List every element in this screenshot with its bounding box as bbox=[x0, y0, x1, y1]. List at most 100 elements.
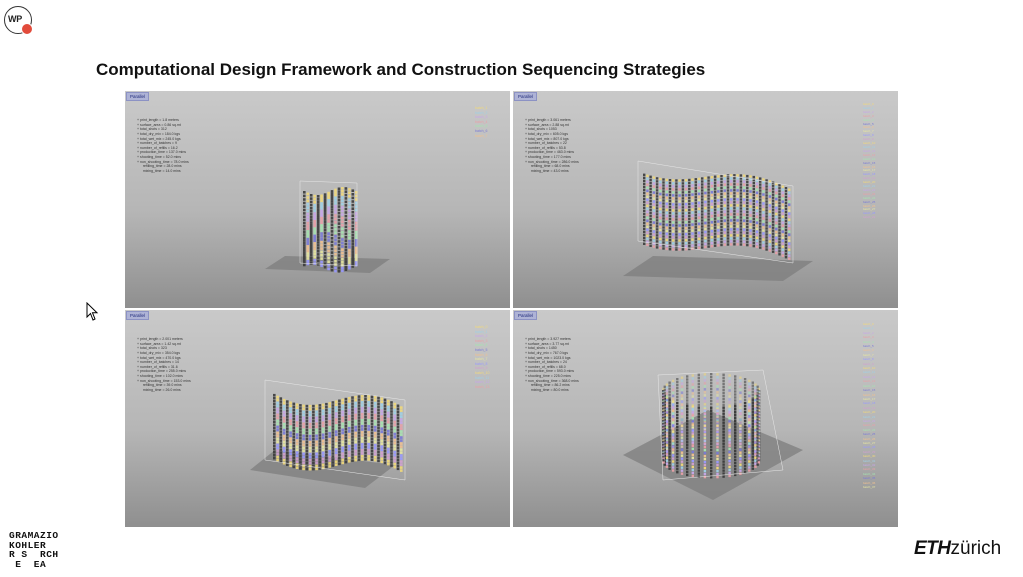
stat-line: + total_dry_mix = 605.0 kgs bbox=[525, 131, 568, 136]
stats-panel: + print_length = 1.8 meters + surface_are… bbox=[137, 109, 189, 183]
stat-line: + total_wet_mix = 807.0 kgs bbox=[525, 136, 569, 141]
legend-entry: batch_31 bbox=[863, 458, 876, 463]
legend-entry: batch_27 bbox=[863, 207, 876, 212]
stat-line: + production_time = 255.0 mins bbox=[137, 369, 187, 374]
legend-entry: batch_18 bbox=[863, 401, 876, 406]
legend-entry: batch_2 bbox=[475, 110, 488, 115]
legend-entry: batch_5 bbox=[863, 121, 874, 126]
viewport-mode-tab[interactable]: Parallel bbox=[126, 92, 150, 101]
stat-line: + production_time = 593.0 mins bbox=[525, 369, 575, 374]
legend-entry: batch_2 bbox=[863, 109, 874, 114]
stat-line: + shooting_time = 102.0 mins bbox=[137, 373, 183, 378]
stat-line: + number_of_batches = 9 bbox=[137, 141, 177, 146]
legend-entry: batch_9 bbox=[863, 361, 874, 366]
viewport-mode-tab[interactable]: Parallel bbox=[514, 311, 538, 320]
viewport-grid: Parallel + print_length = 1.8 meters + su… bbox=[125, 91, 898, 527]
legend-entry: batch_23 bbox=[863, 191, 876, 196]
legend-entry: batch_26 bbox=[863, 203, 876, 208]
scene-wall-wave bbox=[250, 379, 406, 488]
legend-entry: batch_11 bbox=[863, 144, 876, 149]
legend-entry: batch_3 bbox=[475, 115, 488, 120]
viewport-top-right[interactable]: Parallel + print_length = 3.061 meters + … bbox=[513, 91, 898, 308]
legend-entry: batch_6 bbox=[475, 352, 488, 357]
legend-entry: batch_19 bbox=[863, 405, 876, 410]
scene-wall-long-curve bbox=[623, 160, 813, 281]
legend-entry: batch_13 bbox=[863, 379, 876, 384]
legend-entry: batch_14 bbox=[863, 383, 876, 388]
legend-entry: batch_35 bbox=[863, 476, 876, 481]
avatar-initials: WP bbox=[8, 14, 22, 24]
viewport-top-left[interactable]: Parallel + print_length = 1.8 meters + su… bbox=[125, 91, 510, 308]
stat-line: + surface_area = 1.42 sq.mt bbox=[137, 341, 181, 346]
legend-entry: batch_12 bbox=[863, 148, 876, 153]
legend-entry: batch_9 bbox=[863, 137, 874, 142]
legend-entry: batch_7 bbox=[863, 129, 874, 134]
stat-line: + number_of_refills = 31.6 bbox=[137, 364, 178, 369]
stat-line: + number_of_batches = 14 bbox=[137, 360, 179, 365]
legend-entry: batch_30 bbox=[863, 454, 876, 459]
legend-entry: batch_1 bbox=[863, 326, 874, 331]
legend-entry: batch_3 bbox=[475, 338, 488, 343]
legend-entry: batch_29 bbox=[863, 215, 876, 220]
stat-line: + total_shots = 1053 bbox=[525, 127, 557, 132]
stat-line: + number_of_refills = 16.2 bbox=[137, 145, 178, 150]
legend-entry: batch_32 bbox=[863, 463, 876, 467]
legend-entry: batch_0 bbox=[475, 325, 488, 329]
legend-entry: batch_19 bbox=[863, 176, 876, 181]
stat-line: + total_dry_mix = 767.0 kgs bbox=[525, 350, 568, 355]
legend-entry: batch_25 bbox=[863, 199, 876, 204]
legend-entry: batch_21 bbox=[863, 184, 876, 189]
legend-entry: batch_0 bbox=[863, 322, 874, 326]
stat-line: + production_time = 463.0 mins bbox=[525, 150, 575, 155]
legend-entry: batch_5 bbox=[863, 344, 874, 349]
legend-entry: batch_3 bbox=[863, 113, 874, 118]
stat-line: + print_length = 3.927 meters bbox=[525, 337, 571, 342]
viewport-bottom-right[interactable]: Parallel + print_length = 3.927 meters + … bbox=[513, 310, 898, 527]
stat-line: refilling_time = 28.0 mins bbox=[137, 164, 182, 169]
legend-entry: batch_4 bbox=[475, 119, 488, 124]
stat-line: mixing_time = 14.0 mins bbox=[137, 168, 181, 173]
legend-entry: batch_12 bbox=[475, 380, 490, 385]
legend-entry: batch_11 bbox=[863, 370, 876, 375]
legend-entry: batch_16 bbox=[863, 392, 876, 397]
legend-entry: batch_7 bbox=[863, 352, 874, 357]
stat-line: refilling_time = 68.0 mins bbox=[525, 164, 570, 169]
gramazio-kohler-research-logo: GRAMAZIO KOHLER R S RCH E EA bbox=[9, 530, 59, 570]
legend-entry: batch_4 bbox=[863, 117, 874, 122]
stat-line: + surface_area = 3.77 sq.mt bbox=[525, 341, 569, 346]
recording-indicator-icon bbox=[21, 23, 33, 35]
legend-entry: batch_4 bbox=[863, 339, 874, 344]
legend-entry: batch_12 bbox=[863, 374, 876, 379]
legend-entry: batch_1 bbox=[475, 329, 488, 334]
legend-entry: batch_24 bbox=[863, 427, 876, 432]
legend-entry: batch_36 bbox=[863, 480, 876, 485]
stat-line: mixing_time = 26.0 mins bbox=[137, 387, 181, 392]
viewport-mode-tab[interactable]: Parallel bbox=[126, 311, 150, 320]
batch-legend: batch_1 batch_2 batch_3 batch_4 batch_5 batch… bbox=[475, 106, 487, 138]
stat-line: + total_dry_mix = 354.0 kgs bbox=[137, 350, 180, 355]
scene-wall-s-curve bbox=[265, 180, 390, 273]
legend-entry: batch_28 bbox=[863, 445, 876, 450]
batch-legend: batch_0 batch_1 batch_2 batch_3 batch_4 batch… bbox=[863, 102, 876, 220]
stat-line: + number_of_batches = 24 bbox=[525, 360, 567, 365]
legend-entry: batch_7 bbox=[475, 357, 488, 362]
legend-entry: batch_6 bbox=[863, 125, 874, 130]
legend-entry: batch_4 bbox=[475, 343, 488, 348]
arrow-cursor-icon bbox=[86, 302, 99, 321]
avatar[interactable]: WP bbox=[4, 6, 33, 35]
viewport-bottom-left[interactable]: Parallel + print_length = 2.001 meters + … bbox=[125, 310, 510, 527]
legend-entry: batch_20 bbox=[863, 410, 876, 415]
stat-line: + number_of_batches = 22 bbox=[525, 141, 567, 146]
viewport-mode-tab[interactable]: Parallel bbox=[514, 92, 538, 101]
legend-entry: batch_15 bbox=[863, 160, 876, 165]
legend-entry: batch_26 bbox=[863, 436, 876, 441]
legend-entry: batch_20 bbox=[863, 180, 876, 185]
stat-line: + shooting_time = 177.0 mins bbox=[525, 154, 571, 159]
legend-entry: batch_37 bbox=[863, 485, 876, 490]
legend-entry: batch_10 bbox=[475, 370, 490, 375]
legend-entry: batch_11 bbox=[475, 375, 490, 380]
legend-entry: batch_28 bbox=[863, 211, 876, 216]
legend-entry: batch_1 bbox=[475, 106, 488, 110]
stat-line: + number_of_refills = 53.8 bbox=[525, 145, 566, 150]
stat-line: + surface_area = 0.86 sq.mt bbox=[137, 122, 181, 127]
